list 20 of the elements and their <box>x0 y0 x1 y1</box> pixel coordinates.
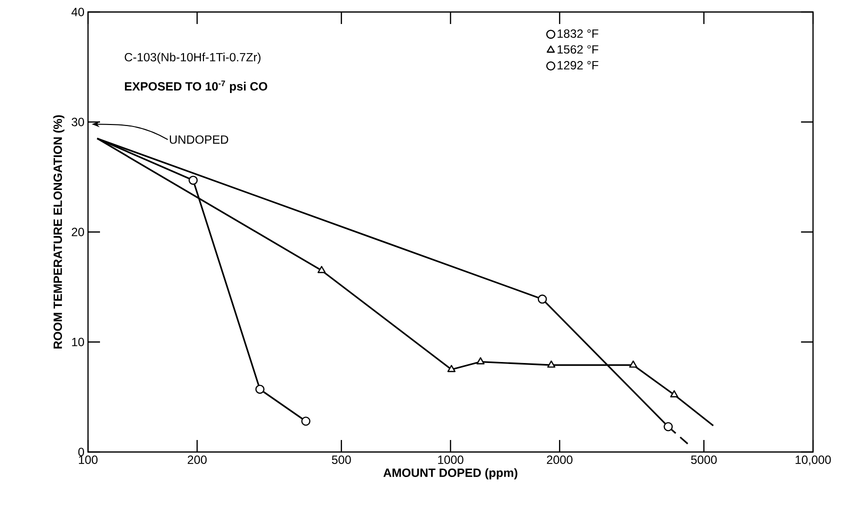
x-tick-label: 500 <box>332 456 351 464</box>
x-axis-title: AMOUNT DOPED (ppm) <box>383 468 518 480</box>
legend-label: 1562 °F <box>558 45 598 54</box>
y-tick-label: 20 <box>72 228 84 236</box>
x-tick-label: 1000 <box>438 456 464 464</box>
y-axis-title: ROOM TEMPERATURE ELONGATION (%) <box>53 115 64 349</box>
legend-label: 1292 °F <box>558 61 598 70</box>
legend-label: 1832 °F <box>558 29 598 38</box>
x-tick-label: 2000 <box>546 456 572 464</box>
y-tick-label: 40 <box>71 8 84 16</box>
x-tick-label: 10,000 <box>796 456 831 466</box>
text: EXPOSED TO 10$^{-7}$ psi CO <box>124 80 268 93</box>
x-tick-label: 100 <box>78 456 98 464</box>
y-tick-label: 30 <box>72 118 84 126</box>
annotation: UNDOPED <box>170 135 228 144</box>
y-tick-label: 10 <box>72 338 84 346</box>
x-tick-label: 5000 <box>691 456 717 464</box>
y-tick-label: 0 <box>78 448 84 456</box>
text: C-103(Nb-10Hf-1Ti-0.7Zr) <box>124 52 260 64</box>
x-tick-label: 200 <box>188 456 207 464</box>
